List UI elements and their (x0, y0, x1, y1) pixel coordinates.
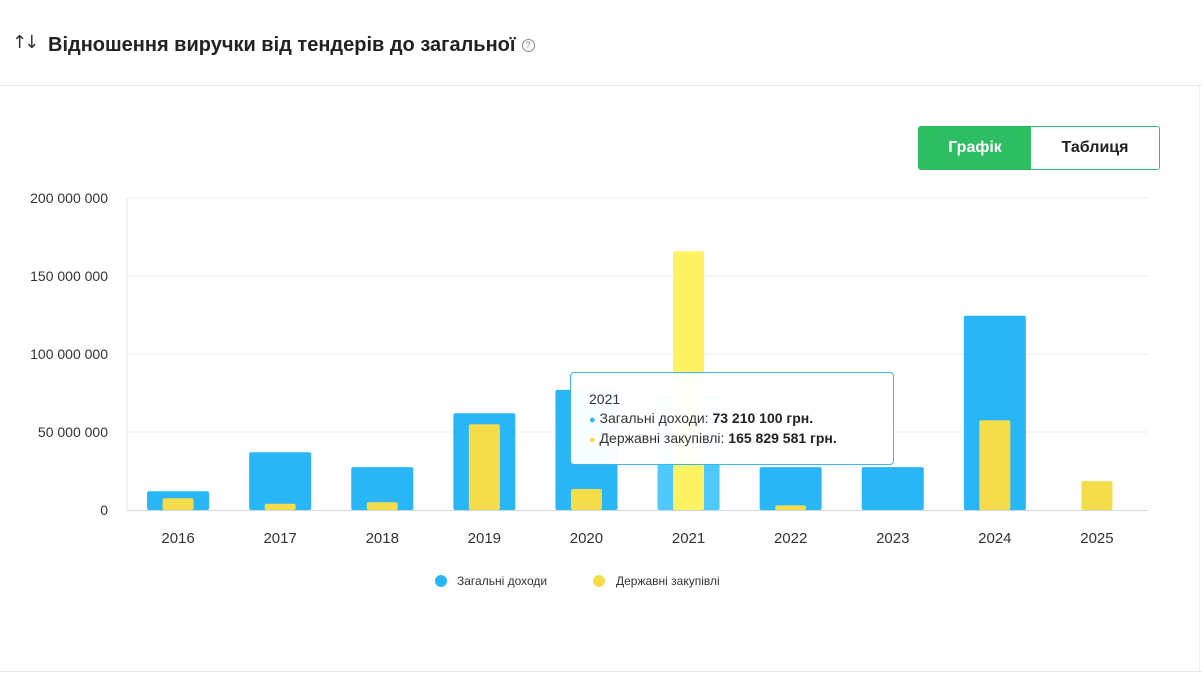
page-title: Відношення виручки від тендерів до загал… (48, 34, 535, 57)
table-view-button[interactable]: Таблиця (1031, 127, 1159, 169)
chart-header: ↑↓ Відношення виручки від тендерів до за… (0, 0, 1202, 86)
bar-total-2022 (759, 467, 822, 510)
legend-gov-label: Державні закупівлі (616, 574, 720, 588)
y-tick-label: 100 000 000 (30, 346, 108, 362)
tooltip-value-total: 73 210 100 грн. (712, 410, 814, 426)
tooltip-dot-gov-icon: ● (589, 434, 596, 446)
bar-gov-2020 (570, 488, 602, 510)
chart-tooltip: 2021 ● Загальні доходи: 73 210 100 грн. … (570, 372, 894, 465)
x-tick-label-2022: 2022 (774, 530, 807, 547)
help-icon[interactable]: ? (521, 39, 535, 52)
bar-gov-2017 (264, 503, 296, 510)
bar-gov-2022 (775, 505, 807, 510)
bar-gov-2016 (162, 498, 194, 510)
tooltip-year: 2021 (589, 391, 621, 407)
tooltip-row-gov: ● Державні закупівлі: 165 829 581 грн. (589, 429, 893, 449)
title-text: Відношення виручки від тендерів до загал… (48, 34, 516, 56)
graph-view-button[interactable]: Графік (919, 127, 1031, 169)
view-toggle: Графік Таблиця (918, 126, 1160, 170)
y-tick-label: 50 000 000 (38, 424, 108, 440)
x-tick-label-2017: 2017 (263, 530, 296, 547)
bar-gov-2018 (366, 502, 398, 510)
tooltip-value-gov: 165 829 581 грн. (728, 430, 837, 446)
y-tick-label: 200 000 000 (30, 190, 108, 206)
tooltip-label-total: Загальні доходи: (599, 410, 709, 426)
tooltip-dot-total-icon: ● (589, 414, 596, 426)
bar-total-2017 (249, 452, 312, 510)
panel-border-right (1199, 86, 1200, 672)
bar-total-2018 (351, 467, 414, 510)
bar-gov-2019 (468, 424, 500, 510)
x-tick-label-2016: 2016 (161, 530, 194, 547)
y-tick-label: 0 (100, 502, 108, 518)
x-tick-label-2023: 2023 (876, 530, 909, 547)
y-tick-label: 150 000 000 (30, 268, 108, 284)
x-tick-label-2024: 2024 (978, 530, 1011, 547)
legend-total-icon (435, 575, 447, 587)
x-tick-label-2018: 2018 (366, 530, 399, 547)
x-tick-label-2021: 2021 (672, 530, 705, 547)
x-tick-label-2019: 2019 (468, 530, 501, 547)
legend-gov-icon (593, 575, 605, 587)
legend-total-label: Загальні доходи (457, 574, 547, 588)
tooltip-row-total: ● Загальні доходи: 73 210 100 грн. (589, 409, 893, 429)
x-tick-label-2020: 2020 (570, 530, 603, 547)
bar-total-2023 (861, 467, 924, 510)
x-tick-label-2025: 2025 (1080, 530, 1113, 547)
tooltip-label-gov: Державні закупівлі: (599, 430, 725, 446)
sort-arrows-icon[interactable]: ↑↓ (12, 32, 39, 53)
panel-border-bottom (0, 671, 1202, 672)
bar-gov-2025 (1081, 481, 1113, 510)
bar-gov-2024 (979, 420, 1011, 510)
